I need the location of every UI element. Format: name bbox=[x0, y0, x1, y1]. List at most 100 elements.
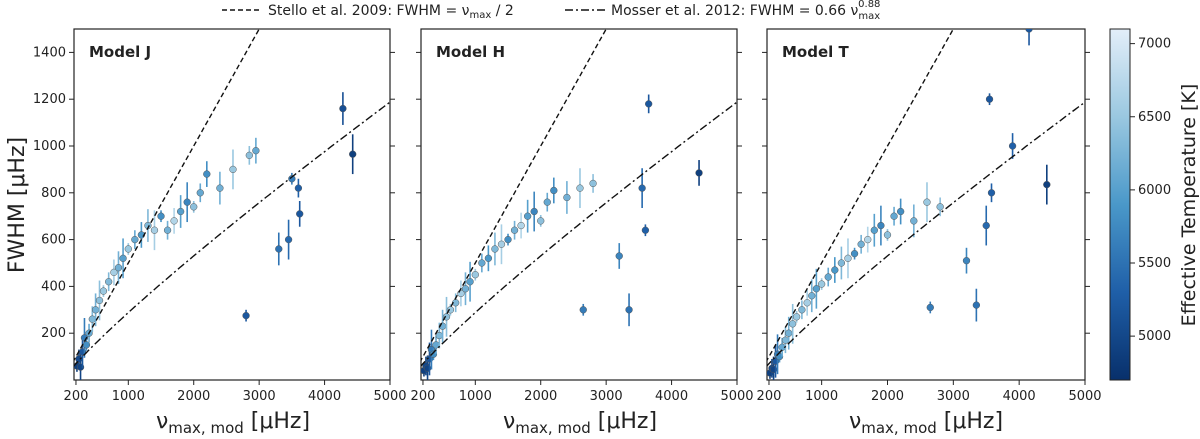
x-tick-label: 200 bbox=[64, 389, 89, 404]
y-tick-label: 1200 bbox=[33, 92, 66, 107]
data-point bbox=[176, 207, 185, 216]
y-ticks bbox=[416, 51, 742, 334]
data-point bbox=[972, 301, 981, 309]
data-point bbox=[962, 257, 971, 265]
data-point bbox=[638, 184, 646, 192]
colorbar-tick-label: 6000 bbox=[1138, 183, 1171, 198]
data-point bbox=[789, 320, 797, 328]
data-point bbox=[183, 198, 191, 206]
data-point bbox=[803, 299, 811, 307]
data-point bbox=[785, 329, 793, 337]
data-point bbox=[95, 296, 104, 305]
data-point bbox=[229, 165, 237, 174]
x-ticks: 200 1000 2000 3000 4000 5000 bbox=[757, 380, 1102, 404]
x-tick-label: 5000 bbox=[1068, 389, 1101, 404]
x-tick-label: 3000 bbox=[937, 389, 970, 404]
x-tick-label: 4000 bbox=[1003, 389, 1036, 404]
mosser-relation-line bbox=[767, 101, 1085, 367]
panel-model-t: 200 1000 2000 3000 4000 5000 Model T νmax, mo… bbox=[757, 28, 1102, 437]
x-tick-label: 2000 bbox=[524, 389, 557, 404]
data-point bbox=[275, 245, 283, 253]
data-point bbox=[926, 303, 934, 312]
data-point bbox=[497, 240, 506, 248]
data-point bbox=[157, 212, 165, 220]
stello-relation-line bbox=[421, 29, 607, 362]
plot-frame bbox=[766, 28, 1086, 381]
colorbar-gradient bbox=[1109, 28, 1131, 381]
y-tick-label: 1400 bbox=[33, 45, 66, 60]
y-ticks: 200 400 600 800 1000 1200 1400 bbox=[33, 45, 395, 341]
panel-model-j: 200 1000 2000 3000 4000 5000 200 400 600 800 1000… bbox=[33, 28, 407, 437]
legend: Stello et al. 2009: FWHM = νmax / 2 Moss… bbox=[222, 0, 880, 22]
data-point bbox=[936, 203, 944, 211]
data-point bbox=[817, 280, 826, 288]
data-point bbox=[877, 221, 885, 230]
mosser-relation-line bbox=[421, 101, 737, 367]
data-point bbox=[484, 254, 493, 262]
data-point bbox=[91, 306, 100, 314]
x-tick-label: 200 bbox=[411, 389, 436, 404]
data-point bbox=[131, 235, 139, 244]
data-point bbox=[857, 240, 865, 248]
panel-label: Model H bbox=[436, 43, 505, 61]
colorbar-tick-label: 5000 bbox=[1138, 329, 1171, 344]
data-point bbox=[242, 312, 250, 320]
data-point bbox=[792, 313, 801, 321]
x-tick-label: 2000 bbox=[871, 389, 904, 404]
data-point bbox=[435, 331, 443, 340]
data-point bbox=[349, 150, 357, 158]
data-point bbox=[883, 231, 892, 239]
data-point bbox=[615, 252, 623, 260]
data-point bbox=[523, 212, 532, 220]
data-points bbox=[421, 94, 703, 380]
data-point bbox=[543, 198, 551, 206]
colorbar: 5000 5500 6000 6500 7000 Effective Temperatu… bbox=[1109, 28, 1200, 381]
data-point bbox=[641, 226, 650, 234]
data-point bbox=[537, 217, 545, 225]
data-point bbox=[831, 266, 839, 274]
data-point bbox=[203, 170, 211, 178]
data-point bbox=[510, 226, 519, 234]
data-point bbox=[563, 193, 571, 202]
colorbar-ticks: 5000 5500 6000 6500 7000 bbox=[1130, 37, 1171, 344]
data-point bbox=[478, 259, 486, 267]
data-point bbox=[798, 306, 806, 314]
data-point bbox=[579, 306, 587, 314]
x-tick-label: 5000 bbox=[720, 389, 753, 404]
data-point bbox=[824, 273, 832, 281]
x-tick-label: 200 bbox=[757, 389, 782, 404]
data-point bbox=[923, 198, 931, 206]
x-tick-label: 4000 bbox=[655, 389, 688, 404]
data-point bbox=[114, 264, 123, 272]
stello-relation-line bbox=[74, 29, 260, 362]
y-tick-label: 400 bbox=[41, 279, 66, 294]
data-point bbox=[245, 151, 253, 160]
data-point bbox=[645, 100, 653, 108]
data-point bbox=[339, 104, 347, 113]
plot-frame bbox=[73, 28, 391, 381]
x-tick-label: 1000 bbox=[805, 389, 838, 404]
data-points bbox=[767, 29, 1051, 380]
data-point bbox=[88, 315, 96, 323]
data-point bbox=[844, 254, 852, 262]
data-point bbox=[850, 249, 859, 258]
x-tick-label: 5000 bbox=[373, 389, 406, 404]
data-point bbox=[119, 254, 127, 262]
colorbar-tick-label: 7000 bbox=[1138, 37, 1171, 52]
data-point bbox=[985, 95, 994, 103]
x-tick-label: 3000 bbox=[243, 389, 276, 404]
x-ticks: 200 1000 2000 3000 4000 5000 bbox=[64, 380, 407, 404]
data-point bbox=[288, 175, 296, 183]
data-point bbox=[491, 245, 499, 253]
data-point bbox=[471, 271, 479, 279]
data-point bbox=[550, 186, 558, 195]
x-axis-label: νmax, mod [μHz] bbox=[503, 409, 657, 437]
data-point bbox=[982, 221, 990, 230]
data-point bbox=[150, 226, 159, 234]
data-point bbox=[110, 268, 118, 277]
data-point bbox=[99, 287, 108, 295]
panel-label: Model J bbox=[89, 43, 151, 61]
x-axis-label: νmax, mod [μHz] bbox=[849, 409, 1003, 437]
data-point bbox=[870, 226, 878, 234]
data-point bbox=[466, 278, 474, 286]
